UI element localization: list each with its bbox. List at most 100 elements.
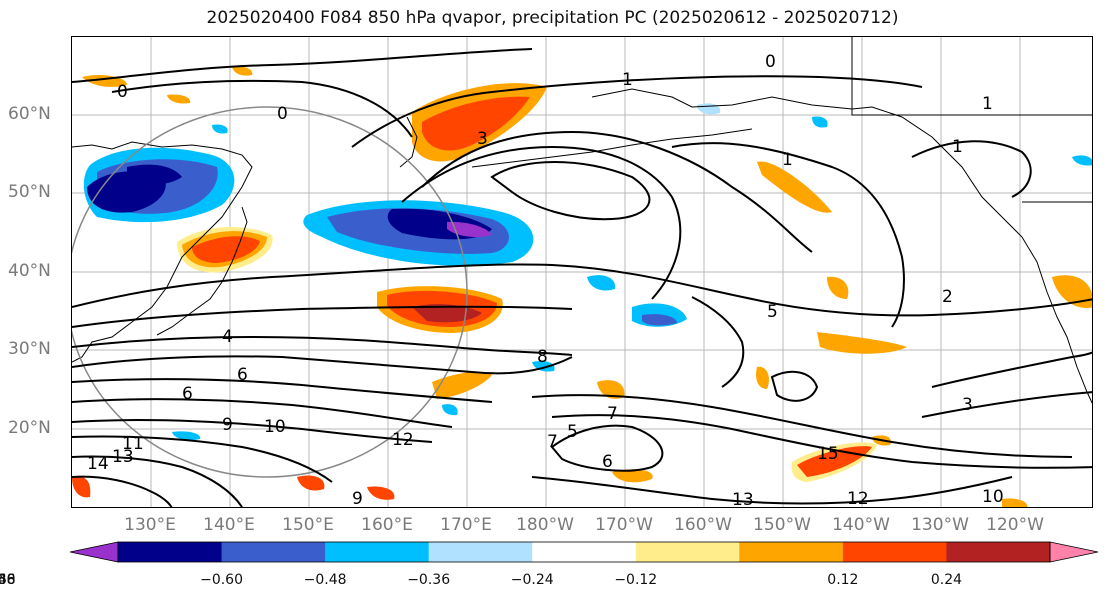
contour-line <box>72 398 453 428</box>
colorbar-bin <box>221 542 326 562</box>
lon-label: 180°W <box>516 515 574 535</box>
colorbar-bin <box>739 542 844 562</box>
lat-label: 60°N <box>8 104 51 124</box>
contour-label: 5 <box>767 302 778 322</box>
graticule <box>72 37 1092 507</box>
positive-anomaly-fill <box>72 66 1092 507</box>
contour-label: 7 <box>607 404 618 424</box>
lon-label: 160°W <box>674 515 732 535</box>
contour-label-group: 0 0 0 1 1 1 1 2 3 3 4 5 5 6 6 6 7 7 8 9 … <box>87 52 1004 508</box>
contour-label: 15 <box>817 444 839 464</box>
colorbar-tick-label: 0.60 <box>0 572 16 588</box>
contour-line <box>931 351 1092 388</box>
contour-label: 0 <box>117 82 128 102</box>
lon-label: 150°E <box>282 515 334 535</box>
coast-north-america <box>1001 216 1092 404</box>
contour-line <box>551 414 1092 469</box>
colorbar-bins <box>69 541 1099 563</box>
contour-label: 1 <box>622 70 633 90</box>
contour-line <box>72 378 493 403</box>
contour-line <box>921 391 1092 418</box>
coast-kamchatka <box>399 116 418 168</box>
contour-label: 9 <box>352 489 363 508</box>
contour-label: 10 <box>982 487 1004 507</box>
contour-line <box>72 263 1092 317</box>
colorbar-bin <box>118 542 223 562</box>
chart-title: 2025020400 F084 850 hPa qvapor, precipit… <box>206 8 899 28</box>
contour-label: 0 <box>277 104 288 124</box>
coast-aleutians <box>471 128 753 168</box>
contour-label: 3 <box>477 129 488 149</box>
contour-label: 5 <box>567 422 578 442</box>
contour-line <box>770 370 819 402</box>
contour-line <box>911 140 1032 198</box>
contour-line <box>72 455 243 507</box>
contour-label: 3 <box>962 395 973 415</box>
lon-label: 140°W <box>832 515 890 535</box>
contour-label: 12 <box>392 430 414 450</box>
contour-line <box>72 335 573 356</box>
colorbar-tick-label: −0.36 <box>407 572 451 588</box>
contour-line <box>531 394 1073 458</box>
lon-label: 120°W <box>986 515 1044 535</box>
contour-label: 14 <box>87 454 109 474</box>
colorbar-tick-label: 0.48 <box>0 572 16 588</box>
colorbar-bin <box>532 542 637 562</box>
colorbar-extend-max <box>1049 541 1099 563</box>
contour-label: 6 <box>602 452 613 472</box>
lon-label: 160°E <box>361 515 413 535</box>
contour-line <box>671 142 905 328</box>
contour-line <box>72 305 573 328</box>
lon-label: 170°E <box>440 515 492 535</box>
contour-label: 6 <box>182 384 193 404</box>
lon-label: 130°E <box>124 515 176 535</box>
contour-line <box>351 75 923 148</box>
contour-line <box>72 48 533 83</box>
colorbar-outline <box>117 541 1051 563</box>
colorbar-tick-label: 0.12 <box>827 572 859 588</box>
lat-label: 50°N <box>8 182 51 202</box>
lon-label: 150°W <box>753 515 811 535</box>
contour-label: 8 <box>537 347 548 367</box>
colorbar-bin <box>946 542 1051 562</box>
contour-label: 11 <box>122 434 144 454</box>
contour-line <box>401 145 682 300</box>
contour-label: 2 <box>942 287 953 307</box>
colorbar-tick-label: 0.24 <box>930 572 963 588</box>
contour-label: 9 <box>222 415 233 435</box>
contour-line <box>531 476 1013 505</box>
contour-line <box>72 435 333 483</box>
colorbar-tick-label: −0.60 <box>200 572 243 588</box>
colorbar-bin <box>428 542 533 562</box>
contour-line <box>111 79 413 138</box>
contour-label: 1 <box>952 137 963 157</box>
contour-label: 13 <box>732 490 754 508</box>
map-canvas: 0 0 0 1 1 1 1 2 3 3 4 5 5 6 6 6 7 7 8 9 … <box>72 37 1092 508</box>
colorbar-bin <box>842 542 947 562</box>
contour-line <box>72 355 573 375</box>
qvapor-contours <box>72 48 1092 507</box>
coast-alaska <box>591 88 1003 218</box>
contour-label: 1 <box>982 94 993 114</box>
coastlines <box>72 37 1092 404</box>
contour-label: 0 <box>765 52 776 72</box>
contour-label: 12 <box>847 489 869 508</box>
map-panel[interactable]: 0 0 0 1 1 1 1 2 3 3 4 5 5 6 6 6 7 7 8 9 … <box>71 36 1093 508</box>
contour-line <box>490 161 651 221</box>
contour-line <box>550 424 664 472</box>
lat-label: 30°N <box>8 339 51 359</box>
pos-patch-subtropic <box>432 371 492 399</box>
colorbar-bin <box>635 542 740 562</box>
contour-label: 1 <box>782 150 793 170</box>
colorbar-tick-label: −0.48 <box>303 572 347 588</box>
lon-label: 170°W <box>595 515 653 535</box>
negative-anomaly-fill <box>83 103 1092 441</box>
range-circle <box>72 106 468 478</box>
colorbar-tick-label: −0.12 <box>614 572 658 588</box>
contour-line <box>691 296 745 388</box>
contour-label: 7 <box>547 432 558 452</box>
colorbar-tick-label: −0.24 <box>510 572 554 588</box>
contour-label: 13 <box>112 447 134 467</box>
colorbar-tick-label: 0.36 <box>0 572 16 588</box>
lat-label: 20°N <box>8 418 51 438</box>
